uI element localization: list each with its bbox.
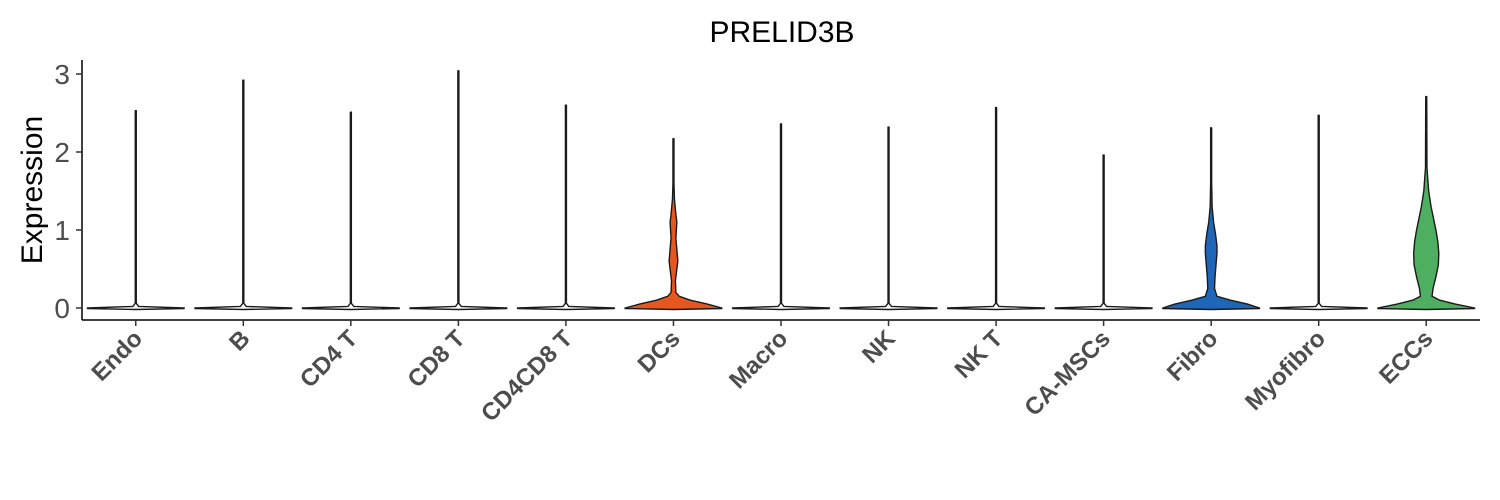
x-tick-label: DCs <box>633 325 686 378</box>
x-tick-label: Endo <box>86 325 148 387</box>
violin-eccs <box>1377 95 1476 311</box>
violin-dcs <box>624 138 723 311</box>
violin-fibro <box>1162 127 1261 311</box>
violin-b <box>194 79 293 311</box>
x-tick-label: ECCs <box>1374 325 1438 389</box>
x-tick-label: CD8 T <box>403 325 471 393</box>
violin-ca-mscs <box>1054 154 1153 311</box>
x-tick-label: NK T <box>950 325 1009 384</box>
x-tick-label: NK <box>857 325 901 369</box>
violin-endo <box>86 109 185 311</box>
y-axis-label: Expression <box>16 116 49 264</box>
violin-macro <box>731 123 831 311</box>
y-tick-label: 3 <box>54 59 70 90</box>
violin-cd4cd8-t <box>516 104 616 311</box>
violin-cd4-t <box>301 111 400 311</box>
x-tick-label: B <box>224 325 255 356</box>
x-tick-label: Myofibro <box>1240 325 1331 416</box>
violins-layer <box>86 70 1476 311</box>
violin-nk-t <box>946 106 1046 311</box>
violin-nk <box>839 126 938 311</box>
y-tick-label: 2 <box>54 137 70 168</box>
axes-layer: 0 1 2 3 Endo B CD4 T CD8 T CD4CD8 T DCs Macro NK NK … <box>54 59 1480 427</box>
x-tick-label: CD4 T <box>295 325 363 393</box>
x-tick-label: Fibro <box>1162 325 1224 387</box>
x-tick-label: CD4CD8 T <box>476 325 578 427</box>
y-tick-label: 0 <box>54 293 70 324</box>
violin-myofibro <box>1269 114 1368 311</box>
y-tick-label: 1 <box>54 215 70 246</box>
x-tick-label: Macro <box>724 325 793 394</box>
x-tick-label: CA-MSCs <box>1019 325 1115 421</box>
chart-title: PRELID3B <box>709 16 854 49</box>
violin-cd8-t <box>409 70 508 311</box>
